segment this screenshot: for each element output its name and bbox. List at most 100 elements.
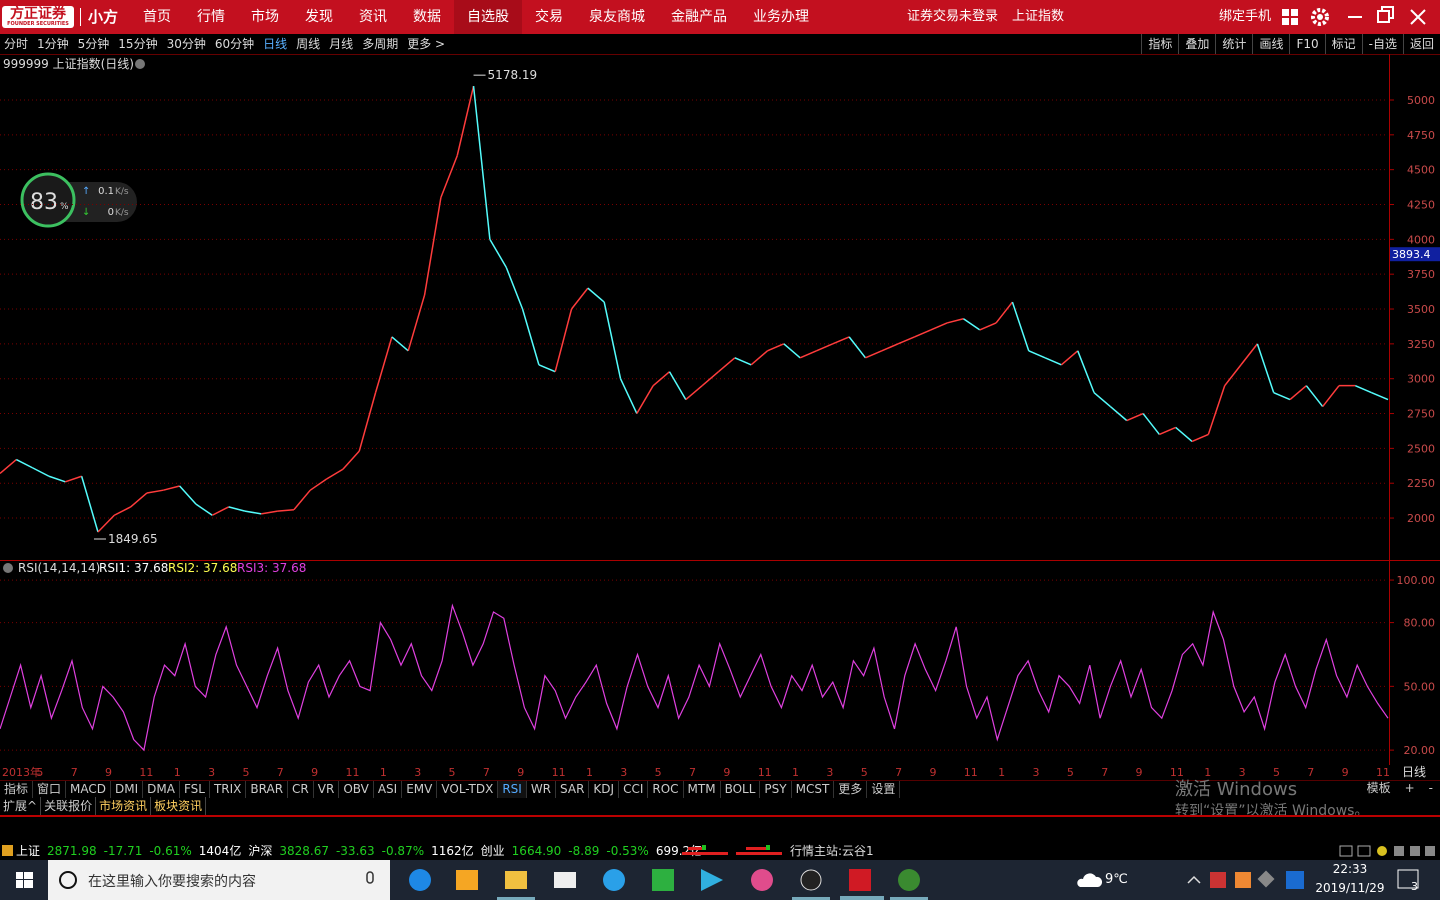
- indicator-tab[interactable]: CR: [288, 781, 314, 798]
- indicator-tab[interactable]: MACD: [66, 781, 112, 798]
- menu-item[interactable]: 资讯: [359, 9, 387, 25]
- indicator-tab[interactable]: 窗口: [33, 781, 67, 798]
- period-tab[interactable]: 15分钟: [118, 37, 158, 51]
- extension-tab[interactable]: 扩展^: [0, 797, 42, 815]
- x-tick-label: 7: [1307, 766, 1315, 779]
- indicator-tab[interactable]: SAR: [556, 781, 590, 798]
- period-tab[interactable]: 月线: [329, 37, 354, 51]
- period-tab[interactable]: 更多 >: [407, 37, 446, 51]
- price-segment: [995, 301, 1014, 324]
- tool-tab[interactable]: 画线: [1252, 34, 1289, 54]
- indicator-tab[interactable]: CCI: [619, 781, 649, 798]
- period-tab[interactable]: 多周期: [362, 37, 399, 51]
- indicator-tab[interactable]: ROC: [648, 781, 684, 798]
- price-segment: [391, 336, 409, 352]
- indicator-tab[interactable]: EMV: [402, 781, 438, 798]
- menu-item[interactable]: 发现: [305, 9, 333, 25]
- start-button[interactable]: [16, 872, 33, 888]
- pinned-apps[interactable]: [409, 869, 928, 900]
- grid-icon[interactable]: [1282, 9, 1298, 25]
- indicator-tab[interactable]: KDJ: [589, 781, 620, 798]
- price-segment: [521, 308, 540, 365]
- indicator-tab[interactable]: FSL: [180, 781, 210, 798]
- period-tab[interactable]: 1分钟: [37, 37, 69, 51]
- menu-item[interactable]: 交易: [535, 9, 563, 25]
- search-box[interactable]: [48, 860, 390, 900]
- login-status[interactable]: 证券交易未登录: [907, 9, 999, 24]
- tool-tab[interactable]: -自选: [1361, 34, 1403, 54]
- indicator-tab[interactable]: VR: [314, 781, 340, 798]
- tool-tab[interactable]: 返回: [1402, 34, 1440, 54]
- period-tab[interactable]: 30分钟: [166, 37, 206, 51]
- menu-item[interactable]: 数据: [413, 9, 441, 25]
- indicator-tab[interactable]: DMI: [111, 781, 144, 798]
- restore[interactable]: [1377, 6, 1394, 23]
- price-segment: [195, 503, 213, 516]
- tool-tab[interactable]: 标记: [1324, 34, 1362, 54]
- indicator-tab[interactable]: DMA: [143, 781, 180, 798]
- menu-item[interactable]: 行情: [197, 9, 225, 25]
- tool-tab[interactable]: 统计: [1215, 34, 1252, 54]
- extension-tab[interactable]: 关联报价: [41, 797, 97, 815]
- indicator-tab[interactable]: BRAR: [246, 781, 289, 798]
- period-tab[interactable]: 周线: [296, 37, 321, 51]
- settings-icon[interactable]: [1311, 8, 1329, 26]
- y-tick-label: 5000: [1407, 94, 1435, 107]
- x-tick-label: 3: [208, 766, 216, 779]
- menu-item[interactable]: 泉友商城: [589, 9, 645, 25]
- indicator-tab[interactable]: PSY: [760, 781, 792, 798]
- menu-item[interactable]: 自选股: [454, 0, 522, 34]
- menu-item[interactable]: 市场: [251, 9, 279, 25]
- menu-item[interactable]: 首页: [143, 9, 171, 25]
- indicator-tab[interactable]: WR: [527, 781, 557, 798]
- price-segment: [668, 371, 687, 400]
- weather-icon[interactable]: [1077, 873, 1103, 887]
- indicator-tab[interactable]: 设置: [867, 781, 901, 798]
- price-segment: [211, 506, 229, 516]
- period-tab[interactable]: 分时: [4, 37, 29, 51]
- product-name[interactable]: 小方: [88, 8, 119, 26]
- template-tab[interactable]: 模板: [1366, 781, 1391, 795]
- price-segment: [816, 343, 834, 352]
- indicator-tab[interactable]: MTM: [684, 781, 721, 798]
- price-segment: [848, 336, 867, 359]
- last-price: 3893.4: [1392, 248, 1431, 261]
- menu-item[interactable]: 业务办理: [753, 9, 809, 25]
- tool-tab[interactable]: 指标: [1141, 34, 1178, 54]
- template-tab[interactable]: -: [1428, 781, 1433, 795]
- index-link[interactable]: 上证指数: [1012, 9, 1065, 24]
- index-amount: 1162亿: [431, 844, 474, 858]
- indicator-tab[interactable]: TRIX: [210, 781, 247, 798]
- price-segment: [65, 475, 82, 483]
- mic-icon[interactable]: [366, 871, 374, 884]
- indicator-tab[interactable]: VOL-TDX: [437, 781, 499, 798]
- tool-tab[interactable]: 叠加: [1178, 34, 1215, 54]
- x-tick-label: 5: [1272, 766, 1280, 779]
- status-icon[interactable]: [2, 845, 13, 856]
- indicator-tab[interactable]: 更多: [834, 781, 868, 798]
- rsi-icon[interactable]: [3, 563, 13, 573]
- notification-icon[interactable]: [1397, 869, 1419, 889]
- indicator-tab[interactable]: MCST: [792, 781, 835, 798]
- price-segment: [1305, 385, 1324, 408]
- indicator-tab[interactable]: RSI: [498, 781, 527, 798]
- extension-tab[interactable]: 板块资讯: [151, 797, 207, 815]
- widget-load: 83: [30, 190, 58, 215]
- close[interactable]: [1410, 9, 1426, 25]
- index-pct: -0.61%: [149, 844, 192, 858]
- logo[interactable]: 方正证券 FOUNDER SECURITIES: [2, 6, 74, 28]
- period-tab[interactable]: 5分钟: [77, 37, 110, 51]
- indicator-tab[interactable]: ASI: [374, 781, 403, 798]
- indicator-tab[interactable]: BOLL: [721, 781, 761, 798]
- tool-tab[interactable]: F10: [1289, 34, 1324, 54]
- bind-phone[interactable]: 绑定手机: [1219, 9, 1272, 24]
- tray-icons[interactable]: [1187, 870, 1304, 889]
- indicator-tab[interactable]: OBV: [339, 781, 374, 798]
- extension-tab[interactable]: 市场资讯: [96, 797, 152, 815]
- menu-item[interactable]: 金融产品: [671, 9, 727, 25]
- template-tab[interactable]: +: [1404, 781, 1415, 795]
- indicator-tab[interactable]: 指标: [0, 781, 34, 798]
- title-icon[interactable]: [135, 59, 145, 69]
- period-tab[interactable]: 60分钟: [214, 37, 255, 51]
- period-tab[interactable]: 日线: [263, 37, 288, 51]
